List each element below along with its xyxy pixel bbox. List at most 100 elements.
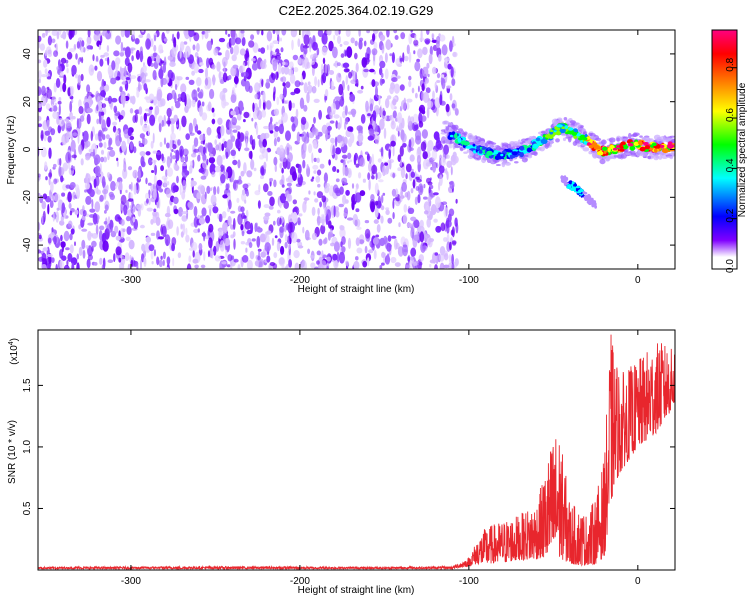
noise-speckle xyxy=(140,115,143,126)
noise-speckle xyxy=(104,204,109,211)
noise-speckle xyxy=(281,167,284,174)
noise-speckle xyxy=(100,54,105,58)
noise-speckle xyxy=(266,30,273,42)
signal-core xyxy=(619,148,625,152)
noise-speckle xyxy=(210,250,215,256)
signal-halo xyxy=(453,124,459,130)
noise-speckle xyxy=(344,50,347,57)
noise-speckle xyxy=(408,139,412,148)
noise-speckle xyxy=(378,95,381,106)
noise-speckle xyxy=(149,106,154,110)
noise-speckle xyxy=(399,84,405,91)
noise-speckle xyxy=(92,148,96,159)
noise-speckle xyxy=(347,152,352,160)
noise-speckle xyxy=(283,200,290,209)
noise-speckle xyxy=(173,114,178,123)
noise-speckle xyxy=(326,265,329,269)
colorbar-tick-label: 0.2 xyxy=(725,208,736,222)
noise-speckle xyxy=(196,56,200,65)
noise-speckle xyxy=(353,154,357,166)
noise-speckle xyxy=(211,118,216,125)
noise-speckle xyxy=(158,259,163,268)
noise-speckle xyxy=(162,251,166,260)
noise-speckle xyxy=(244,199,247,204)
noise-speckle xyxy=(345,189,350,196)
signal-halo xyxy=(447,122,453,126)
signal-core xyxy=(481,146,488,150)
noise-speckle xyxy=(244,147,250,152)
noise-speckle xyxy=(113,253,116,263)
noise-speckle xyxy=(256,110,263,121)
signal-core xyxy=(472,143,476,147)
noise-speckle xyxy=(349,93,356,102)
noise-speckle xyxy=(438,226,441,233)
noise-speckle xyxy=(76,262,80,269)
noise-speckle xyxy=(176,76,183,81)
noise-speckle xyxy=(81,56,84,64)
noise-speckle xyxy=(379,265,383,269)
noise-speckle xyxy=(218,142,222,152)
noise-speckle xyxy=(101,232,107,243)
x-tick-label: -300 xyxy=(121,275,141,286)
noise-speckle xyxy=(95,224,99,236)
noise-speckle xyxy=(395,75,401,79)
noise-speckle xyxy=(379,60,386,69)
noise-speckle xyxy=(143,112,147,122)
noise-speckle xyxy=(301,131,307,143)
noise-speckle xyxy=(375,234,380,238)
noise-speckle xyxy=(113,105,118,114)
noise-speckle xyxy=(314,76,318,87)
signal-core xyxy=(494,155,500,161)
noise-speckle xyxy=(171,123,175,134)
noise-speckle xyxy=(110,180,116,192)
noise-speckle xyxy=(245,209,249,218)
noise-speckle xyxy=(131,55,134,62)
signal-core xyxy=(457,137,462,143)
noise-speckle xyxy=(214,255,221,262)
noise-speckle xyxy=(232,129,238,133)
noise-speckle xyxy=(101,264,105,269)
noise-speckle xyxy=(341,154,348,159)
noise-speckle xyxy=(355,187,358,193)
noise-speckle xyxy=(392,212,395,220)
noise-speckle xyxy=(119,262,125,269)
noise-speckle xyxy=(203,231,206,242)
noise-speckle xyxy=(208,223,214,233)
noise-speckle xyxy=(309,43,312,53)
noise-speckle xyxy=(192,250,195,258)
signal-halo xyxy=(605,157,610,161)
noise-speckle xyxy=(164,212,171,218)
noise-speckle xyxy=(365,100,369,113)
noise-speckle xyxy=(256,235,261,248)
snr-x-axis-label: Height of straight line (km) xyxy=(298,585,415,596)
noise-speckle xyxy=(415,186,420,191)
noise-speckle xyxy=(187,201,193,208)
noise-speckle xyxy=(89,45,93,50)
noise-speckle xyxy=(332,166,337,172)
noise-speckle xyxy=(136,89,140,98)
noise-speckle xyxy=(354,219,358,227)
noise-speckle xyxy=(221,261,227,265)
noise-speckle xyxy=(198,243,203,251)
noise-speckle xyxy=(432,90,435,100)
noise-speckle xyxy=(182,148,189,157)
noise-speckle xyxy=(188,255,192,263)
noise-speckle xyxy=(191,70,196,76)
noise-speckle xyxy=(148,158,153,165)
noise-speckle xyxy=(300,43,305,53)
noise-speckle xyxy=(38,234,42,240)
noise-speckle xyxy=(355,237,360,247)
noise-speckle xyxy=(185,234,190,243)
noise-speckle xyxy=(241,189,246,196)
noise-speckle xyxy=(329,111,334,120)
noise-speckle xyxy=(227,254,233,262)
noise-speckle xyxy=(366,30,370,34)
colorbar-tick-label: 0.4 xyxy=(725,158,736,172)
noise-speckle xyxy=(232,231,236,238)
noise-speckle xyxy=(410,227,415,239)
noise-speckle xyxy=(58,165,62,177)
noise-speckle xyxy=(180,156,185,163)
noise-speckle xyxy=(347,126,353,132)
noise-speckle xyxy=(274,235,278,239)
noise-speckle xyxy=(123,204,128,216)
